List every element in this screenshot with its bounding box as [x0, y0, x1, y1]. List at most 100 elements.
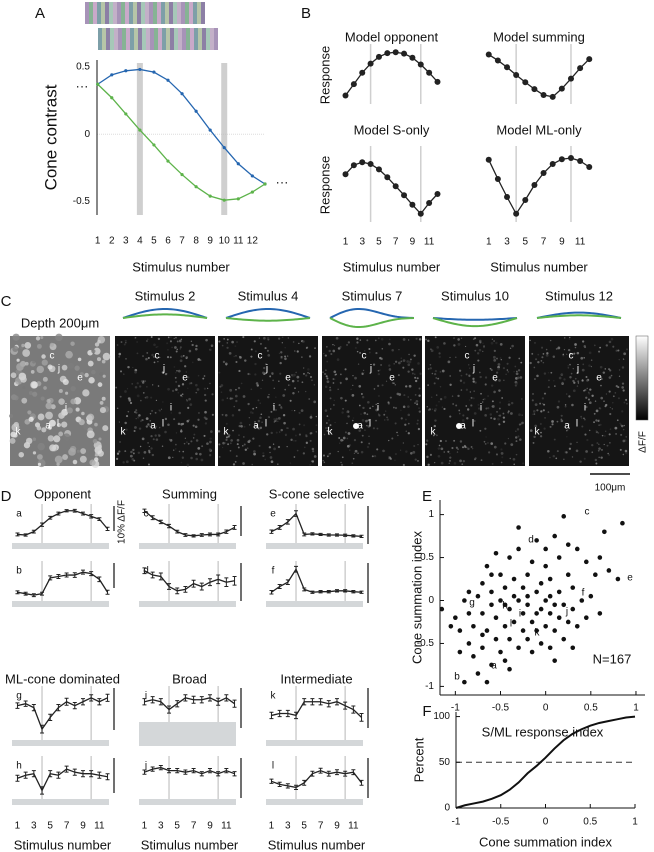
image-speckle: [375, 352, 378, 355]
image-speckle: [433, 424, 436, 428]
image-speckle: [425, 443, 428, 446]
image-speckle: [146, 386, 148, 388]
series-line: [271, 701, 362, 718]
error-bar: [48, 575, 53, 581]
image-speckle: [242, 395, 246, 398]
image-speckle: [175, 432, 178, 434]
image-speckle: [294, 409, 296, 412]
image-speckle: [333, 344, 336, 347]
image-speckle: [278, 380, 280, 383]
image-speckle: [521, 421, 524, 425]
data-point: [620, 520, 625, 526]
data-point: [531, 86, 538, 93]
image-speckle: [515, 383, 518, 386]
image-speckle: [457, 394, 460, 398]
image-speckle: [464, 445, 467, 449]
image-speckle: [550, 371, 553, 374]
image-speckle: [277, 463, 279, 465]
image-speckle: [543, 403, 546, 406]
baseline-band: [266, 799, 363, 805]
image-speckle: [581, 417, 583, 420]
image-speckle: [332, 349, 336, 353]
error-bar: [97, 576, 102, 583]
y-axis-label: Cone summation index: [409, 531, 424, 664]
image-speckle: [167, 423, 170, 426]
image-speckle: [414, 458, 417, 461]
stimulus-stripe: [193, 2, 197, 24]
data-point: [471, 654, 476, 659]
image-speckle: [590, 359, 593, 361]
data-point: [583, 559, 589, 565]
image-speckle: [582, 363, 585, 366]
data-point: [384, 50, 391, 57]
image-speckle: [360, 441, 363, 444]
data-point: [556, 555, 562, 560]
cell-label: g: [16, 691, 22, 702]
image-speckle: [183, 442, 186, 445]
image-speckle: [180, 338, 183, 341]
image-speckle: [590, 365, 593, 368]
image-speckle: [190, 456, 193, 460]
image-speckle: [296, 449, 299, 452]
data-point: [538, 581, 544, 586]
image-speckle: [582, 340, 585, 343]
image-speckle: [472, 380, 475, 383]
bright-cell: [456, 423, 462, 429]
data-point: [498, 598, 503, 603]
data-point: [471, 623, 476, 629]
image-speckle: [479, 341, 482, 344]
image-speckle: [203, 434, 206, 437]
image-speckle: [228, 434, 231, 437]
image-speckle: [352, 384, 354, 387]
image-speckle: [496, 411, 498, 413]
error-bar: [40, 786, 45, 795]
x-tick-label: 9: [207, 236, 213, 247]
image-speckle: [225, 363, 228, 366]
data-point: [534, 628, 539, 633]
data-point: [531, 182, 538, 188]
image-speckle: [147, 338, 149, 341]
image: [425, 336, 525, 466]
image-speckle: [30, 381, 38, 389]
data-point: [401, 192, 408, 199]
image-speckle: [235, 360, 238, 364]
image: [115, 336, 215, 466]
stimulus-stripe: [190, 28, 194, 50]
image-speckle: [465, 373, 468, 376]
data-point: [110, 96, 114, 100]
image-speckle: [407, 405, 410, 408]
image-speckle: [254, 373, 257, 376]
image-speckle: [597, 449, 600, 452]
image-speckle: [443, 395, 447, 399]
image-speckle: [293, 373, 296, 377]
image-speckle: [577, 382, 580, 384]
image-speckle: [280, 355, 283, 359]
cell-label: k: [271, 691, 277, 702]
image-speckle: [259, 416, 262, 419]
image-speckle: [264, 458, 267, 461]
image-speckle: [329, 397, 332, 400]
image-speckle: [577, 380, 580, 383]
image-speckle: [159, 356, 161, 359]
image-speckle: [102, 425, 109, 432]
baseline-band: [139, 799, 236, 805]
image-speckle: [494, 379, 497, 382]
image-speckle: [449, 456, 452, 459]
image-speckle: [335, 373, 337, 376]
image-speckle: [404, 418, 407, 421]
image-speckle: [508, 400, 510, 403]
image-speckle: [622, 453, 625, 456]
image-speckle: [391, 437, 394, 440]
cell-label: l: [369, 419, 371, 430]
image-speckle: [427, 384, 429, 386]
image-speckle: [503, 379, 505, 381]
image-speckle: [157, 433, 160, 436]
image-speckle: [333, 399, 335, 402]
image-speckle: [118, 450, 121, 453]
image-speckle: [491, 400, 494, 403]
error-bar: [216, 697, 221, 706]
image-speckle: [434, 419, 437, 422]
image-speckle: [384, 419, 386, 421]
image-speckle: [346, 437, 349, 440]
